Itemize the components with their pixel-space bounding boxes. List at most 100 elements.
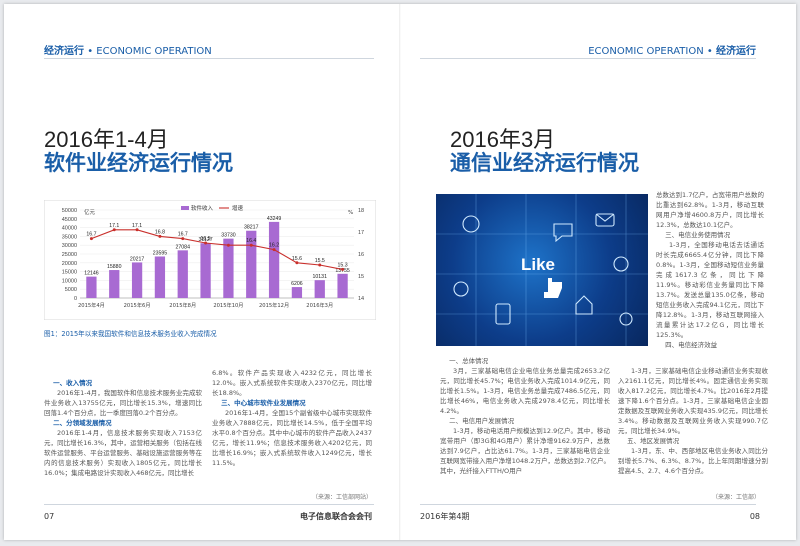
bar bbox=[131, 262, 143, 298]
left-source: （来源：工信部网站） bbox=[311, 494, 372, 501]
bar bbox=[154, 256, 166, 298]
x-axis-tick-label: 2015年10月 bbox=[213, 301, 243, 309]
line-value-label: 16.7 bbox=[178, 232, 188, 238]
paragraph: 2016年1-4月，全国15个副省级中心城市实现软件业务收入7888亿元，同比增… bbox=[212, 409, 372, 467]
issue-label: 2016年第4期 bbox=[420, 512, 470, 521]
user-icon bbox=[619, 312, 633, 326]
spine-gutter bbox=[399, 4, 401, 540]
bar bbox=[337, 273, 348, 298]
left-section-header: 经济运行 • ECONOMIC OPERATION bbox=[44, 42, 212, 57]
line-point bbox=[135, 228, 139, 232]
globe-icon bbox=[453, 281, 469, 297]
paragraph: 2016年1-4月，我国软件和信息技术服务业完成软件业务收入13755亿元，同比… bbox=[44, 389, 202, 417]
bar-value-label: 38217 bbox=[244, 225, 259, 231]
section-heading: 五、地区发展情况 bbox=[627, 437, 680, 445]
right-source: （来源：工信部） bbox=[711, 494, 760, 501]
chat-icon bbox=[553, 223, 573, 243]
left-axis-tick-label: 50000 bbox=[62, 208, 77, 214]
right-page: ECONOMIC OPERATION • 经济运行 2016年3月 通信业经济运… bbox=[400, 4, 796, 540]
line-value-label: 16.5 bbox=[201, 236, 211, 242]
right-title-main: 通信业经济运行情况 bbox=[450, 151, 639, 175]
left-page-number: 07 bbox=[44, 512, 55, 521]
chart-svg: 0 5000 10000 15000 20000 25000 30000 35000 40000… bbox=[43, 199, 377, 321]
bar bbox=[109, 270, 120, 298]
right-text-column-1: 一、总体情况 3月，三家基础电信企业电信业务总量完成2653.2亿元，同比增长45… bbox=[440, 356, 610, 476]
bar bbox=[223, 238, 234, 298]
right-axis-tick-label: 14 bbox=[358, 296, 364, 302]
growth-line bbox=[91, 229, 343, 270]
line-value-label: 15.6 bbox=[292, 256, 302, 262]
line-value-label: 17.1 bbox=[132, 223, 142, 229]
hand-pointer-icon bbox=[544, 278, 562, 298]
header-cn: 经济运行 bbox=[716, 46, 756, 57]
right-axis-unit: % bbox=[348, 210, 353, 216]
paragraph: 2016年1-4月，信息技术服务实现收入7153亿元，同比增长16.3%，其中，… bbox=[44, 429, 202, 477]
bar-value-label: 20217 bbox=[130, 256, 145, 262]
left-axis-tick-label: 10000 bbox=[62, 278, 77, 284]
bar-value-label: 10131 bbox=[313, 274, 328, 280]
line-value-label: 15.3 bbox=[338, 262, 348, 268]
home-icon bbox=[575, 295, 593, 315]
left-text-column-2: 6.8%。软件产品实现收入4232亿元，同比增长12.0%。嵌入式系统软件实现收… bbox=[212, 368, 372, 468]
line-value-label: 17.1 bbox=[109, 223, 119, 229]
bar bbox=[200, 243, 211, 298]
bar bbox=[268, 221, 280, 298]
left-axis-tick-label: 25000 bbox=[62, 252, 77, 258]
camera-icon bbox=[462, 215, 480, 233]
section-heading: 四、电信经济效益 bbox=[665, 341, 718, 349]
at-icon bbox=[613, 256, 629, 272]
bar-value-label: 27084 bbox=[176, 244, 191, 250]
left-axis-tick-label: 40000 bbox=[62, 226, 77, 232]
x-axis-tick-label: 2015年8月 bbox=[169, 301, 196, 309]
bar-value-label: 12146 bbox=[84, 271, 99, 277]
mail-icon bbox=[595, 213, 615, 227]
bar bbox=[177, 250, 188, 298]
section-heading: 三、电信业务使用情况 bbox=[665, 231, 731, 239]
left-axis-unit: 亿元 bbox=[84, 208, 96, 216]
software-revenue-chart: 0 5000 10000 15000 20000 25000 30000 35000 40000… bbox=[43, 199, 377, 321]
paragraph: 1-3月，全国移动电话去话通话时长完成6665.4亿分钟，同比下降0.8%。1-… bbox=[656, 241, 764, 339]
left-title-date: 2016年1-4月 bbox=[44, 127, 169, 152]
magazine-spread: 经济运行 • ECONOMIC OPERATION 2016年1-4月 软件业经… bbox=[4, 4, 796, 540]
paragraph: 1-3月，三家基础电信企业移动通信业务实现收入2161.1亿元，同比增长4%。固… bbox=[618, 367, 768, 435]
line-point bbox=[112, 228, 116, 232]
line-point bbox=[341, 267, 345, 271]
legend-label-line: 增速 bbox=[232, 204, 244, 212]
line-point bbox=[249, 243, 253, 247]
bar-value-label: 33730 bbox=[221, 233, 236, 239]
left-text-column-1: 一、收入情况 2016年1-4月，我国软件和信息技术服务业完成软件业务收入1375… bbox=[44, 378, 202, 478]
bar-value-label: 43249 bbox=[267, 216, 282, 222]
social-media-photo: Like bbox=[436, 194, 648, 346]
line-value-label: 16.2 bbox=[269, 243, 279, 249]
paragraph: 总数达到1.7亿户，占宽带用户总数的比重达到62.8%。1-3月，移动互联网用户… bbox=[656, 191, 764, 229]
header-dot: • bbox=[87, 46, 94, 57]
x-axis-tick-label: 2016年3月 bbox=[306, 301, 333, 309]
legend-label-bar: 软件收入 bbox=[191, 204, 214, 212]
left-axis-tick-label: 15000 bbox=[62, 270, 77, 276]
header-dot: • bbox=[706, 46, 713, 57]
line-value-label: 15.5 bbox=[315, 258, 325, 264]
header-cn: 经济运行 bbox=[44, 46, 84, 57]
line-point bbox=[295, 261, 299, 265]
section-heading: 一、总体情况 bbox=[449, 357, 489, 365]
right-title-date: 2016年3月 bbox=[450, 127, 556, 152]
section-heading: 三、中心城市软件业发展情况 bbox=[221, 399, 306, 407]
left-axis-tick-label: 0 bbox=[74, 296, 77, 302]
header-rule bbox=[44, 58, 374, 59]
line-value-label: 16.7 bbox=[86, 232, 96, 238]
right-axis-tick-label: 18 bbox=[358, 208, 364, 214]
bar-value-label: 15880 bbox=[107, 264, 122, 270]
x-axis-tick-label: 2015年12月 bbox=[259, 301, 289, 309]
left-axis-tick-label: 45000 bbox=[62, 217, 77, 223]
bar bbox=[314, 280, 325, 298]
line-point bbox=[89, 237, 93, 241]
header-rule bbox=[420, 58, 756, 59]
legend-swatch-bar bbox=[181, 206, 189, 210]
line-point bbox=[318, 263, 322, 267]
line-value-label: 16.4 bbox=[246, 238, 256, 244]
paragraph: 1-3月，东、中、西部地区电信业务收入同比分别增长5.7%、6.3%、8.7%，… bbox=[618, 447, 768, 475]
left-axis-tick-label: 5000 bbox=[65, 287, 77, 293]
left-page: 经济运行 • ECONOMIC OPERATION 2016年1-4月 软件业经… bbox=[4, 4, 400, 540]
journal-name: 电子信息联合会会刊 bbox=[300, 512, 372, 521]
section-heading: 二、电信用户发展情况 bbox=[449, 417, 515, 425]
